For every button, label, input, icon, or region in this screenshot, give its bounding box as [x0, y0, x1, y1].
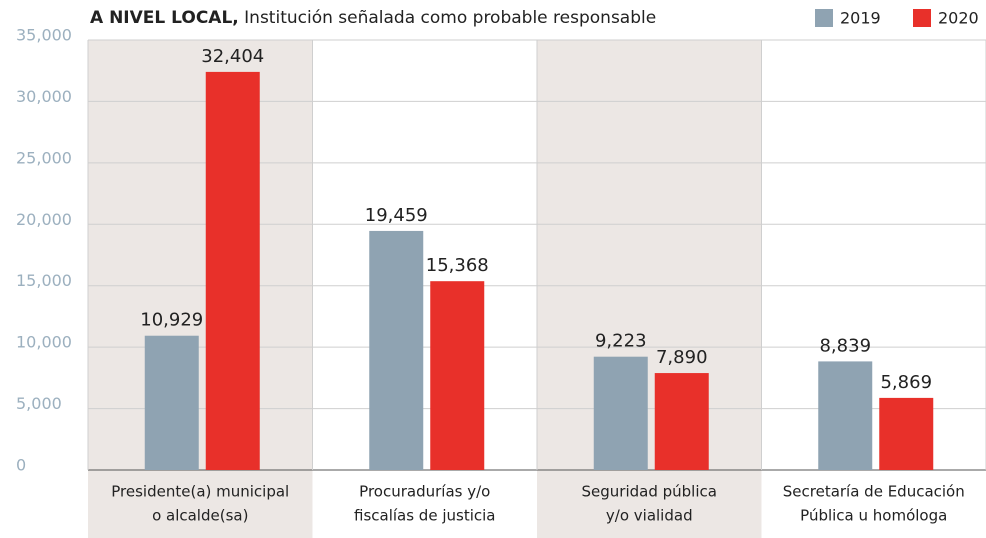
y-tick-label: 10,000: [16, 333, 72, 352]
bar: [205, 71, 260, 471]
y-tick-label: 35,000: [16, 26, 72, 45]
x-tick-label: Procuradurías y/o: [359, 483, 490, 501]
bar: [654, 373, 709, 470]
value-label: 5,869: [880, 372, 932, 393]
value-label: 19,459: [365, 205, 428, 226]
y-tick-label: 15,000: [16, 271, 72, 290]
x-tick-label: Secretaría de Educación: [783, 483, 965, 501]
legend-swatch: [913, 9, 931, 27]
title-bold: A NIVEL LOCAL,: [90, 8, 239, 28]
value-label: 8,839: [819, 335, 871, 356]
value-label: 32,404: [201, 46, 264, 67]
x-tick-label: o alcalde(sa): [152, 507, 248, 525]
bar: [144, 335, 199, 470]
x-tick-label: Seguridad pública: [582, 483, 717, 501]
legend-label: 2020: [938, 9, 979, 28]
x-tick-label: y/o vialidad: [606, 507, 693, 525]
value-label: 9,223: [595, 331, 647, 352]
value-label: 7,890: [656, 347, 708, 368]
x-tick-label: fiscalías de justicia: [354, 507, 495, 525]
x-tick-label: Pública u homóloga: [800, 507, 947, 525]
value-label: 15,368: [426, 255, 489, 276]
x-tick-label: Presidente(a) municipal: [111, 483, 289, 501]
band-background: [88, 40, 313, 538]
bar: [593, 356, 648, 470]
y-tick-label: 5,000: [16, 394, 62, 413]
value-label: 10,929: [140, 310, 203, 331]
band-background: [537, 40, 762, 538]
y-tick-label: 25,000: [16, 148, 72, 167]
bar: [879, 397, 934, 470]
y-tick-label: 0: [16, 456, 26, 475]
title-rest: Institución señalada como probable respo…: [244, 8, 656, 28]
chart-title: A NIVEL LOCAL, Institución señalada como…: [90, 8, 656, 28]
y-tick-label: 30,000: [16, 87, 72, 106]
bar: [430, 281, 485, 470]
y-tick-label: 20,000: [16, 210, 72, 229]
bar: [369, 230, 424, 470]
bar: [818, 361, 873, 470]
legend-swatch: [815, 9, 833, 27]
legend-label: 2019: [840, 9, 881, 28]
